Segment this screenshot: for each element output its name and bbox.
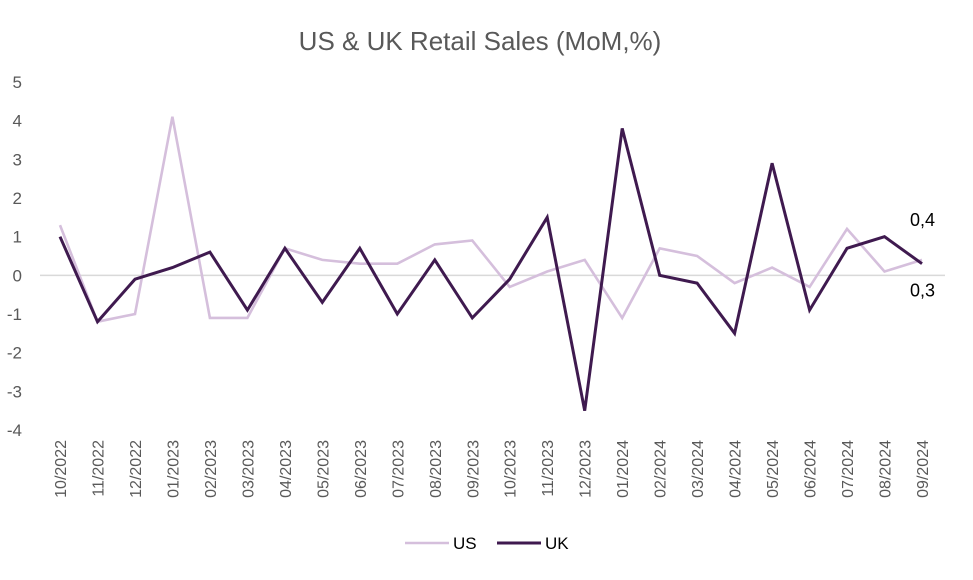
x-tick-label: 06/2024	[803, 440, 820, 498]
x-tick-label: 09/2024	[915, 440, 932, 498]
chart-title: US & UK Retail Sales (MoM,%)	[299, 26, 662, 56]
x-tick-label: 11/2023	[540, 440, 557, 497]
x-tick-label: 08/2023	[428, 440, 445, 498]
x-tick-label: 03/2023	[240, 440, 257, 498]
end-label-us: 0,4	[910, 210, 935, 230]
series-line-us	[58, 116, 923, 324]
x-tick-label: 10/2022	[53, 440, 70, 498]
legend-label-us: US	[453, 534, 477, 553]
x-tick-label: 07/2023	[390, 440, 407, 498]
end-label-uk: 0,3	[910, 281, 935, 301]
x-tick-label: 05/2024	[765, 440, 782, 498]
y-tick-label: 0	[13, 266, 22, 285]
y-tick-label: -1	[7, 305, 22, 324]
x-tick-label: 11/2022	[90, 440, 107, 497]
y-tick-label: 2	[13, 189, 22, 208]
legend: US UK	[405, 534, 569, 553]
y-tick-label: -4	[7, 421, 22, 440]
x-tick-label: 04/2023	[278, 440, 295, 498]
y-tick-label: 1	[13, 228, 22, 247]
y-tick-label: 4	[13, 112, 22, 131]
x-tick-label: 05/2023	[315, 440, 332, 498]
x-tick-label: 09/2023	[465, 440, 482, 498]
x-tick-label: 01/2024	[615, 440, 632, 498]
y-axis: 5 4 3 2 1 0 -1 -2 -3 -4	[7, 73, 22, 440]
x-tick-label: 02/2023	[203, 440, 220, 498]
x-tick-label: 12/2022	[128, 440, 145, 498]
x-tick-label: 02/2024	[653, 440, 670, 498]
x-tick-label: 07/2024	[840, 440, 857, 498]
x-tick-label: 04/2024	[728, 440, 745, 498]
y-tick-label: 5	[13, 73, 22, 92]
x-tick-label: 10/2023	[503, 440, 520, 498]
series-line-uk	[58, 128, 923, 411]
end-labels: 0,4 0,3	[910, 210, 935, 301]
y-tick-label: -2	[7, 344, 22, 363]
legend-label-uk: UK	[545, 534, 569, 553]
series-lines	[58, 116, 923, 411]
x-tick-label: 12/2023	[578, 440, 595, 498]
x-tick-label: 01/2023	[165, 440, 182, 498]
x-tick-label: 03/2024	[690, 440, 707, 498]
y-tick-label: 3	[13, 150, 22, 169]
y-tick-label: -3	[7, 382, 22, 401]
x-axis: 10/2022 11/2022 12/2022 01/2023 02/2023 03/20…	[53, 440, 932, 498]
x-tick-label: 08/2024	[878, 440, 895, 498]
x-tick-label: 06/2023	[353, 440, 370, 498]
